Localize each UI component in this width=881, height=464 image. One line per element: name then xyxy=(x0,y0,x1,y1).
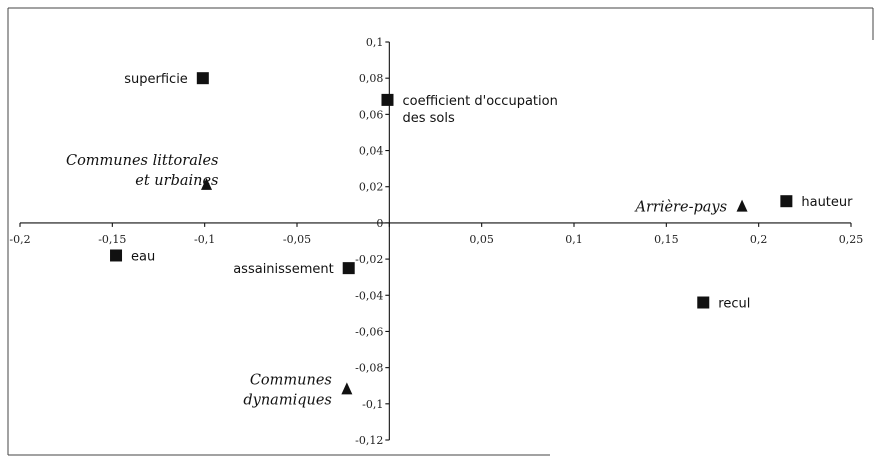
chart-marks xyxy=(110,72,793,395)
label-coefficient-d-occupation: coefficient d'occupation des sols xyxy=(402,94,557,126)
y-tick-label: -0,02 xyxy=(355,253,383,266)
label-eau: eau xyxy=(131,249,155,264)
label-communes: Communes dynamiques xyxy=(243,372,332,408)
y-tick-label: -0,12 xyxy=(355,434,383,447)
label-arriere-pays: Arrière-pays xyxy=(634,200,728,216)
point-communes-littorales-triangle xyxy=(201,177,213,190)
point-communes-triangle xyxy=(341,382,353,395)
x-tick-label: 0,05 xyxy=(469,233,494,246)
point-assainissement-square xyxy=(342,262,355,275)
chart-axes xyxy=(20,42,851,440)
x-tick-label: -0,15 xyxy=(98,233,126,246)
x-tick-label: 0,25 xyxy=(839,233,864,246)
y-tick-label: 0,02 xyxy=(359,181,384,194)
y-tick-label: -0,1 xyxy=(362,398,383,411)
y-tick-label: 0 xyxy=(376,217,383,230)
y-tick-label: -0,08 xyxy=(355,362,383,375)
y-tick-label: -0,06 xyxy=(355,325,383,338)
chart-frame xyxy=(7,7,874,456)
y-tick-label: 0,04 xyxy=(359,145,384,158)
label-hauteur: hauteur xyxy=(801,195,853,210)
label-recul: recul xyxy=(718,297,750,312)
y-tick-label: 0,08 xyxy=(359,72,384,85)
chart-ticks: -0,2 -0,15 -0,1 -0,05 0,05 0,1 0,15 0,2 0,25 0,1 0… xyxy=(9,36,863,447)
label-superficie: superficie xyxy=(124,72,188,87)
point-arriere-pays-triangle xyxy=(736,199,748,212)
label-assainissement: assainissement xyxy=(233,262,333,277)
point-superficie-square xyxy=(196,72,209,85)
x-tick-label: 0,1 xyxy=(565,233,583,246)
y-tick-label: -0,04 xyxy=(355,289,383,302)
x-tick-label: 0,15 xyxy=(654,233,679,246)
x-tick-label: -0,1 xyxy=(194,233,215,246)
x-tick-label: -0,05 xyxy=(283,233,311,246)
x-tick-label: -0,2 xyxy=(9,233,30,246)
point-coefficient-d-occupation-square xyxy=(381,93,394,106)
y-tick-label: 0,1 xyxy=(366,36,384,49)
point-eau-square xyxy=(110,249,123,262)
y-tick-label: 0,06 xyxy=(359,108,384,121)
point-hauteur-square xyxy=(780,195,793,208)
point-recul-square xyxy=(697,296,710,309)
x-tick-label: 0,2 xyxy=(750,233,768,246)
label-communes-littorales: Communes littorales et urbaines xyxy=(66,153,219,189)
chart-point-labels: superficie coefficient d'occupation des so… xyxy=(66,72,853,408)
